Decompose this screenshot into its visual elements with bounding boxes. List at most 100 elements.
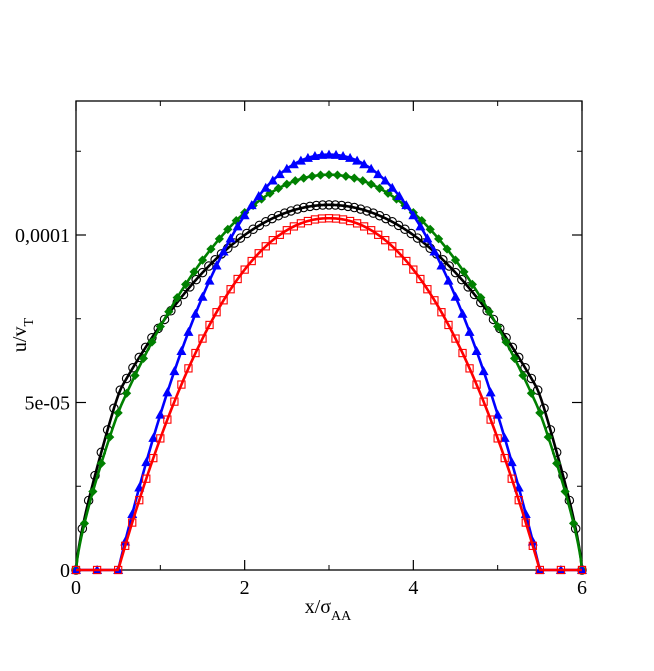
data-point [450,267,461,278]
data-point [493,434,502,443]
data-point [521,518,530,527]
data-point [459,267,469,277]
data-point [465,364,474,373]
data-point [528,541,537,550]
x-axis-label-sub: AA [331,609,352,624]
data-point [324,170,334,180]
series-line [76,153,582,572]
data-point [368,208,379,218]
y-axis-label-main: u/v [9,327,31,353]
data-point [560,486,570,497]
data-point [298,202,309,213]
data-point [429,246,440,256]
data-point [488,314,499,325]
data-point [324,200,334,210]
x-tick-label: 2 [240,577,250,599]
data-point [205,320,214,330]
data-point [170,397,179,406]
data-point [526,373,537,384]
data-point [430,296,439,305]
data-point [223,224,233,234]
data-point [486,415,495,424]
y-tick-label: 0,0001 [15,225,70,247]
data-point [478,366,489,376]
data-point [458,348,467,358]
data-point [206,244,216,254]
data-point [336,200,347,211]
data-point [373,169,384,179]
data-point [374,230,383,239]
data-point [281,163,292,173]
data-point [183,326,194,336]
data-point [309,151,320,161]
data-point [359,159,370,169]
data-point [493,321,503,332]
data-point [388,242,397,251]
data-point [141,457,152,467]
data-point [292,204,303,214]
data-point [406,228,416,239]
series-line [74,203,584,571]
data-point [556,565,566,575]
data-point [190,308,201,318]
data-point [267,213,277,224]
data-point [471,346,482,356]
data-point [128,363,138,373]
data-point [451,334,460,343]
data-point [402,256,411,266]
data-point [355,204,366,214]
data-point [343,201,353,212]
y-tick-label: 5e-05 [24,393,70,415]
data-point [88,486,98,497]
data-point [311,200,322,211]
data-point [387,182,398,192]
data-point [472,380,481,389]
data-point [177,380,186,389]
data-point [501,337,511,347]
data-point [509,353,520,363]
data-point [253,190,264,200]
data-point [172,293,182,303]
x-tick-label: 4 [408,577,418,599]
data-point [191,274,201,285]
data-point [457,308,468,318]
data-point [457,274,467,285]
data-point [381,236,390,245]
data-point [211,260,222,270]
data-point [506,457,517,467]
data-point [219,296,228,305]
data-point [394,190,405,200]
data-point [130,370,140,381]
data-point [442,244,452,254]
data-point [197,291,208,301]
data-point [436,260,447,270]
data-point [274,169,285,179]
data-point [114,565,123,575]
data-point [338,151,349,161]
data-point [416,274,425,284]
data-point [499,432,510,442]
y-axis-label-sub: T [22,318,37,327]
data-point [437,308,446,317]
data-point [233,274,242,284]
x-tick-label: 6 [577,577,587,599]
data-point [317,200,328,210]
data-point [380,175,391,185]
data-point [330,200,341,210]
data-point [444,320,453,330]
data-point [345,152,356,162]
data-point [527,536,538,546]
data-point [282,179,292,189]
data-point [226,285,235,294]
data-point [79,518,90,528]
data-point [332,170,343,180]
data-point [225,233,236,243]
data-point [128,518,137,527]
data-point [532,385,543,395]
data-point [189,267,199,277]
data-point [535,565,544,575]
data-point [299,173,309,183]
data-point [197,255,208,265]
data-point [246,200,257,210]
data-point [352,155,363,165]
